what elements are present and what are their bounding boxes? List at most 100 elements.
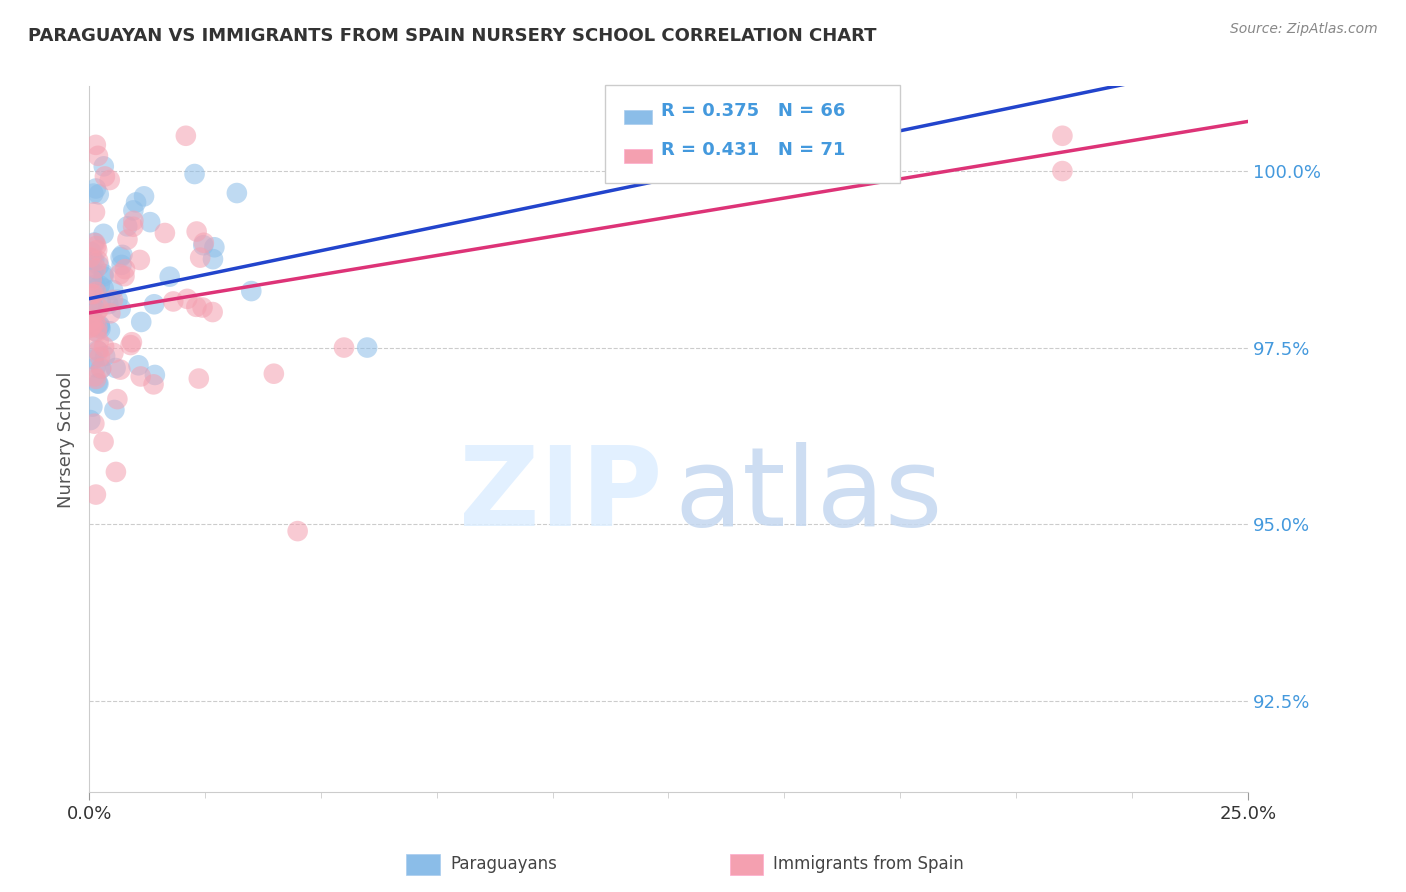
- Point: [114, 262, 136, 277]
- Point: [225, 186, 247, 200]
- Point: [176, 292, 198, 306]
- Point: [122, 203, 145, 218]
- Point: [84, 181, 107, 195]
- Point: [87, 253, 110, 268]
- Point: [80, 287, 103, 301]
- Point: [1052, 164, 1074, 178]
- Point: [681, 164, 703, 178]
- Point: [83, 352, 105, 367]
- Point: [122, 214, 145, 228]
- Point: [79, 250, 101, 264]
- Point: [101, 293, 124, 307]
- Point: [90, 362, 112, 376]
- Point: [82, 400, 104, 414]
- Point: [89, 350, 111, 364]
- Point: [80, 318, 103, 332]
- Point: [86, 343, 108, 358]
- Point: [84, 487, 107, 501]
- Point: [87, 259, 110, 273]
- Text: PARAGUAYAN VS IMMIGRANTS FROM SPAIN NURSERY SCHOOL CORRELATION CHART: PARAGUAYAN VS IMMIGRANTS FROM SPAIN NURS…: [28, 27, 876, 45]
- Point: [89, 301, 111, 316]
- Point: [97, 297, 120, 311]
- Text: ZIP: ZIP: [460, 442, 662, 549]
- Point: [201, 305, 224, 319]
- Point: [193, 238, 215, 252]
- Point: [186, 300, 208, 314]
- Point: [83, 235, 105, 250]
- Point: [83, 369, 105, 384]
- Point: [191, 301, 214, 315]
- Point: [201, 252, 224, 267]
- Point: [125, 195, 148, 210]
- Point: [287, 524, 309, 538]
- Point: [89, 318, 111, 333]
- Point: [84, 315, 107, 329]
- Point: [86, 376, 108, 391]
- Y-axis label: Nursery School: Nursery School: [58, 371, 75, 508]
- Point: [84, 205, 107, 219]
- Point: [86, 325, 108, 339]
- Point: [90, 296, 112, 310]
- Text: R = 0.375   N = 66: R = 0.375 N = 66: [661, 102, 845, 120]
- Point: [84, 360, 107, 375]
- Point: [83, 253, 105, 268]
- Point: [80, 319, 103, 334]
- Point: [89, 321, 111, 335]
- Point: [90, 361, 112, 376]
- Point: [86, 243, 108, 257]
- Point: [142, 377, 165, 392]
- Point: [84, 278, 107, 293]
- Point: [1052, 128, 1074, 143]
- Point: [83, 301, 105, 315]
- Point: [94, 169, 117, 184]
- Point: [117, 219, 139, 234]
- Point: [159, 269, 181, 284]
- Point: [86, 304, 108, 318]
- Point: [84, 372, 107, 386]
- Point: [93, 340, 115, 354]
- Point: [87, 187, 110, 202]
- Point: [132, 189, 155, 203]
- Point: [104, 465, 127, 479]
- Point: [87, 334, 110, 349]
- Point: [87, 376, 110, 391]
- Point: [107, 293, 129, 307]
- Point: [100, 306, 122, 320]
- Point: [83, 417, 105, 431]
- Point: [93, 281, 115, 295]
- Text: Immigrants from Spain: Immigrants from Spain: [773, 855, 965, 873]
- Point: [183, 167, 205, 181]
- Point: [202, 240, 225, 254]
- Point: [93, 434, 115, 449]
- Point: [681, 128, 703, 143]
- Point: [86, 239, 108, 253]
- Point: [143, 297, 166, 311]
- Point: [98, 173, 121, 187]
- Point: [87, 149, 110, 163]
- Point: [93, 227, 115, 241]
- Point: [89, 319, 111, 334]
- Point: [82, 186, 104, 201]
- Point: [143, 368, 166, 382]
- Point: [153, 226, 176, 240]
- Point: [114, 269, 136, 284]
- Point: [86, 320, 108, 334]
- Point: [84, 137, 107, 152]
- Point: [333, 341, 356, 355]
- Point: [83, 316, 105, 330]
- Point: [82, 266, 104, 280]
- Point: [139, 215, 162, 229]
- Point: [105, 392, 128, 406]
- Point: [122, 219, 145, 234]
- Point: [128, 252, 150, 267]
- Point: [82, 252, 104, 266]
- Text: atlas: atlas: [675, 442, 943, 549]
- Point: [103, 346, 125, 360]
- Point: [108, 267, 131, 281]
- Point: [128, 359, 150, 373]
- Point: [187, 371, 209, 385]
- Text: Source: ZipAtlas.com: Source: ZipAtlas.com: [1230, 22, 1378, 37]
- Point: [93, 267, 115, 281]
- Point: [82, 317, 104, 331]
- Point: [121, 335, 143, 350]
